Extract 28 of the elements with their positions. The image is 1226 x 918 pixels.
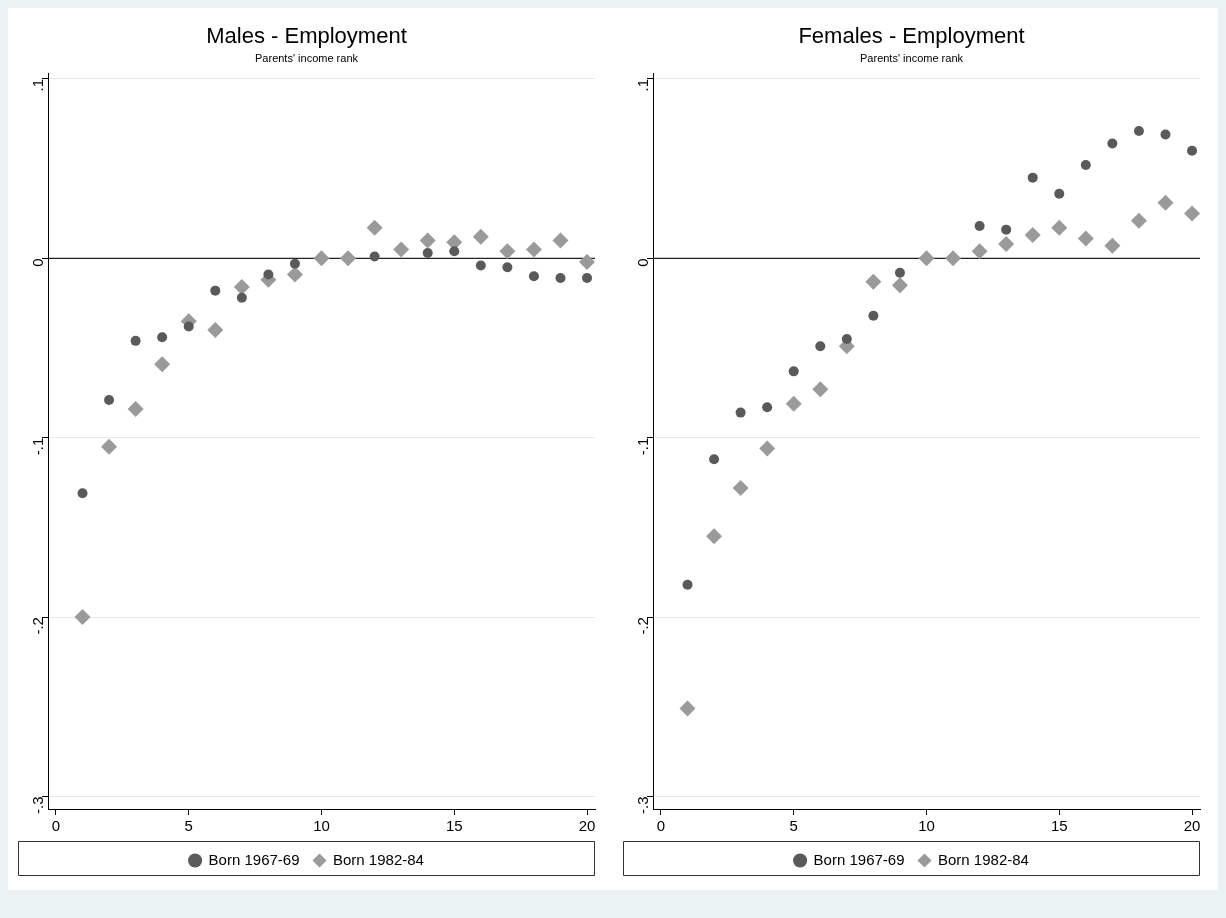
chart-subtitle: Parents' income rank bbox=[255, 52, 359, 65]
x-tick-label: 0 bbox=[51, 817, 61, 835]
legend-label: Born 1982-84 bbox=[938, 850, 1029, 868]
y-tick-label: -.2 bbox=[29, 617, 47, 635]
x-tick-label: 20 bbox=[1183, 817, 1201, 835]
chart-title: Males - Employment bbox=[206, 23, 407, 49]
legend-label: Born 1982-84 bbox=[333, 850, 424, 868]
chart-subtitle: Parents' income rank bbox=[860, 52, 964, 65]
y-tick-label: -.1 bbox=[29, 437, 47, 456]
x-tick-label: 10 bbox=[918, 817, 935, 835]
legend-label: Born 1967-69 bbox=[813, 850, 905, 868]
x-tick-label: 15 bbox=[1050, 817, 1068, 835]
x-tick-label: 5 bbox=[184, 817, 193, 835]
legend-label: Born 1967-69 bbox=[208, 850, 300, 868]
y-tick-label: 0 bbox=[634, 258, 652, 267]
y-tick-label: .1 bbox=[634, 78, 652, 92]
y-tick-label: .1 bbox=[29, 78, 47, 92]
x-tick-label: 10 bbox=[313, 817, 330, 835]
y-tick-label: -.2 bbox=[634, 617, 652, 635]
y-tick-label: 0 bbox=[29, 258, 47, 267]
x-tick-label: 20 bbox=[578, 817, 596, 835]
y-tick-label: -.3 bbox=[29, 796, 47, 814]
x-tick-label: 0 bbox=[656, 817, 666, 835]
x-tick-label: 5 bbox=[789, 817, 798, 835]
y-tick-label: -.3 bbox=[634, 796, 652, 814]
y-tick-label: -.1 bbox=[634, 437, 652, 456]
chart-title: Females - Employment bbox=[798, 23, 1025, 49]
x-tick-label: 15 bbox=[445, 817, 463, 835]
